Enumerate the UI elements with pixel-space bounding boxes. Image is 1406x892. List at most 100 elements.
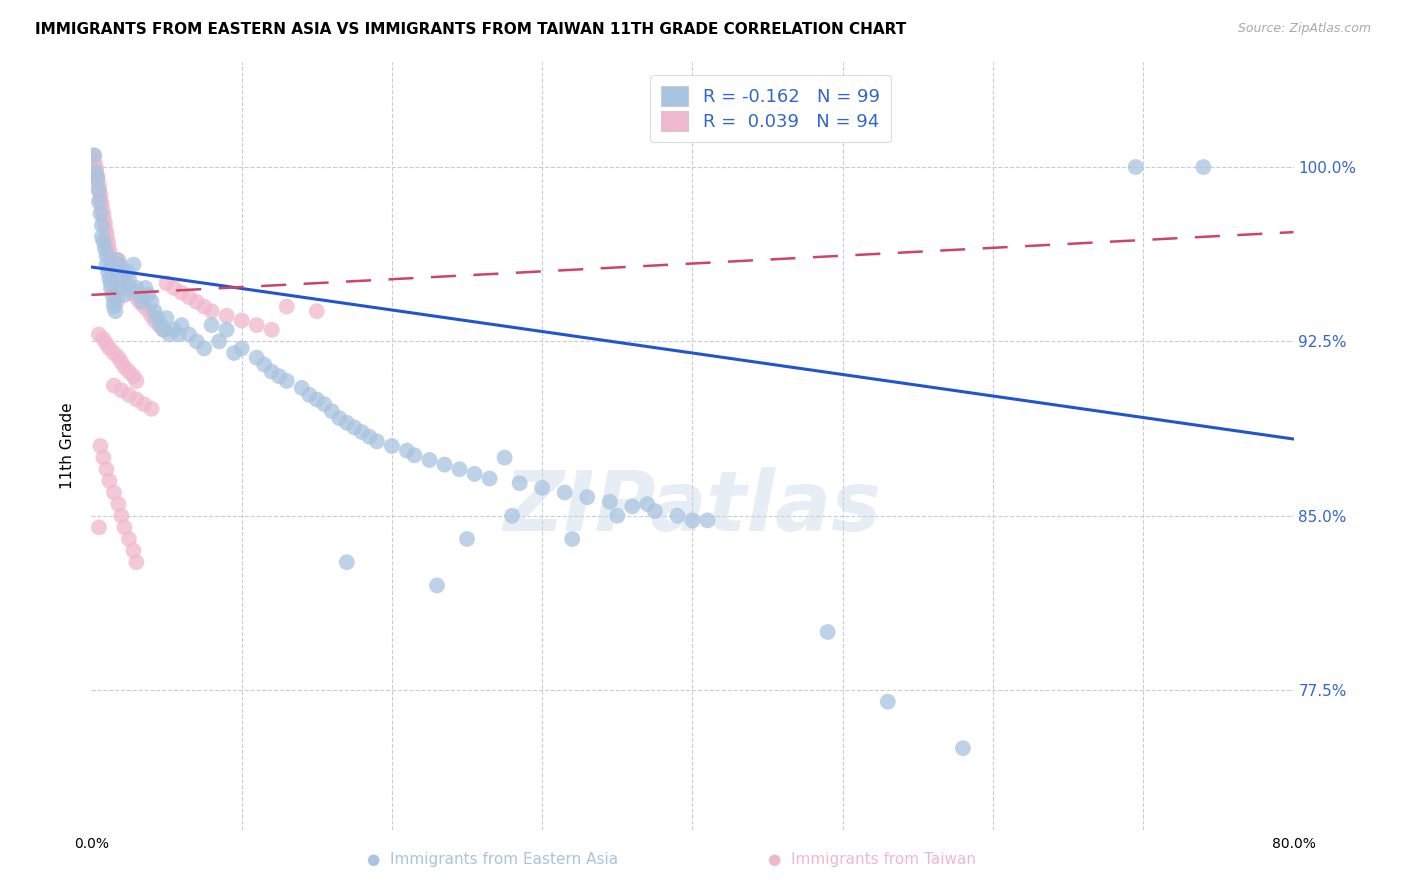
Point — [449, 462, 471, 476]
Point — [260, 365, 283, 379]
Point — [456, 532, 478, 546]
Point — [276, 374, 298, 388]
Point — [108, 258, 131, 272]
Point — [120, 281, 142, 295]
Point — [163, 323, 186, 337]
Point — [107, 497, 129, 511]
Point — [114, 271, 136, 285]
Point — [193, 300, 215, 314]
Point — [531, 481, 554, 495]
Legend: R = -0.162   N = 99, R =  0.039   N = 94: R = -0.162 N = 99, R = 0.039 N = 94 — [651, 75, 890, 142]
Point — [201, 304, 224, 318]
Point — [138, 304, 160, 318]
Point — [305, 392, 328, 407]
Point — [163, 281, 186, 295]
Point — [554, 485, 576, 500]
Point — [96, 462, 118, 476]
Point — [208, 334, 231, 349]
Text: IMMIGRANTS FROM EASTERN ASIA VS IMMIGRANTS FROM TAIWAN 11TH GRADE CORRELATION CH: IMMIGRANTS FROM EASTERN ASIA VS IMMIGRAN… — [35, 22, 907, 37]
Point — [328, 411, 350, 425]
Point — [104, 304, 127, 318]
Point — [87, 183, 110, 197]
Point — [107, 351, 129, 365]
Point — [89, 206, 111, 220]
Point — [98, 342, 121, 356]
Point — [350, 425, 373, 439]
Point — [177, 327, 200, 342]
Point — [231, 313, 253, 327]
Point — [101, 262, 124, 277]
Text: ●  Immigrants from Eastern Asia: ● Immigrants from Eastern Asia — [367, 852, 617, 867]
Point — [110, 262, 132, 277]
Point — [94, 220, 117, 235]
Point — [644, 504, 666, 518]
Point — [108, 265, 131, 279]
Point — [501, 508, 523, 523]
Point — [103, 277, 125, 291]
Point — [159, 327, 181, 342]
Point — [305, 304, 328, 318]
Point — [110, 508, 132, 523]
Point — [110, 355, 132, 369]
Point — [132, 397, 155, 411]
Point — [366, 434, 388, 449]
Point — [82, 148, 104, 162]
Point — [103, 485, 125, 500]
Point — [96, 258, 118, 272]
Point — [87, 178, 110, 193]
Point — [103, 294, 125, 309]
Point — [177, 290, 200, 304]
Point — [125, 281, 148, 295]
Point — [215, 309, 238, 323]
Point — [193, 342, 215, 356]
Point — [418, 453, 440, 467]
Point — [98, 244, 121, 258]
Point — [433, 458, 456, 472]
Point — [100, 258, 122, 272]
Point — [404, 448, 426, 462]
Point — [186, 334, 208, 349]
Point — [118, 365, 141, 379]
Point — [464, 467, 486, 481]
Point — [111, 267, 134, 281]
Point — [167, 327, 190, 342]
Point — [107, 258, 129, 272]
Point — [321, 404, 343, 418]
Point — [86, 171, 108, 186]
Point — [260, 323, 283, 337]
Point — [231, 342, 253, 356]
Point — [224, 346, 246, 360]
Point — [121, 285, 143, 300]
Point — [87, 183, 110, 197]
Point — [494, 450, 516, 465]
Point — [599, 495, 621, 509]
Point — [395, 443, 418, 458]
Point — [125, 374, 148, 388]
Point — [381, 439, 404, 453]
Point — [336, 416, 359, 430]
Point — [143, 304, 166, 318]
Point — [87, 520, 110, 534]
Point — [110, 383, 132, 397]
Point — [246, 351, 269, 365]
Point — [114, 288, 136, 302]
Point — [96, 229, 118, 244]
Point — [84, 164, 107, 178]
Point — [97, 265, 120, 279]
Point — [103, 271, 125, 285]
Point — [90, 197, 112, 211]
Point — [101, 288, 124, 302]
Point — [1192, 160, 1215, 174]
Point — [118, 271, 141, 285]
Point — [117, 265, 139, 279]
Text: Source: ZipAtlas.com: Source: ZipAtlas.com — [1237, 22, 1371, 36]
Point — [100, 277, 122, 291]
Point — [97, 235, 120, 249]
Point — [186, 294, 208, 309]
Point — [141, 309, 163, 323]
Point — [97, 239, 120, 253]
Point — [111, 281, 134, 295]
Point — [876, 695, 898, 709]
Point — [1125, 160, 1147, 174]
Point — [98, 474, 121, 488]
